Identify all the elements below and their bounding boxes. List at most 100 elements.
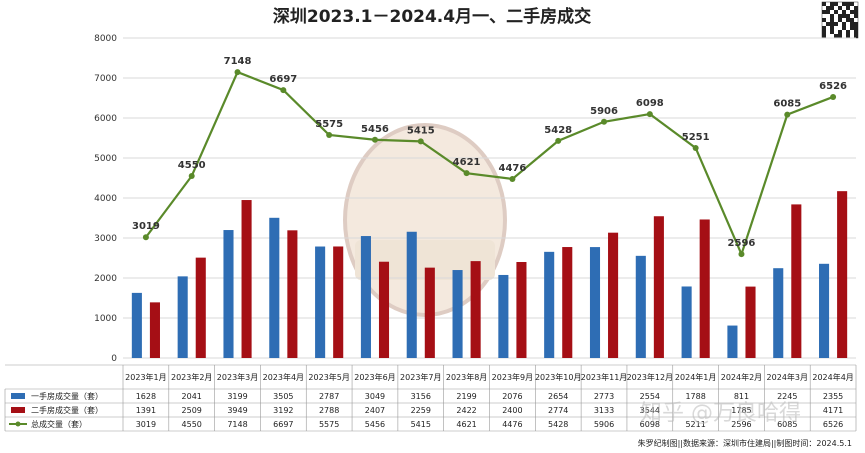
table-cell: 6085 (777, 420, 797, 429)
y-tick-label: 6000 (94, 114, 117, 124)
bar-resale (608, 232, 619, 358)
bar-new-home (269, 217, 280, 358)
table-cell: 2554 (640, 392, 660, 401)
x-tick-label: 2024年3月 (767, 372, 808, 382)
table-cell: 6098 (640, 420, 660, 429)
qr-cell (842, 2, 846, 6)
legend-label: 二手房成交量（套） (31, 405, 103, 415)
table-cell: 6697 (273, 420, 293, 429)
table-cell: 1628 (136, 392, 156, 401)
qr-cell (842, 14, 846, 18)
total-data-label: 6098 (636, 98, 664, 109)
total-data-label: 5428 (544, 125, 572, 136)
x-tick-label: 2023年1月 (125, 372, 166, 382)
x-tick-label: 2023年2月 (171, 372, 212, 382)
total-point (234, 69, 241, 76)
total-point (280, 87, 287, 94)
table-cell: 5906 (594, 420, 614, 429)
total-line-path (145, 70, 834, 258)
bar-new-home (131, 292, 142, 358)
qr-cell (854, 6, 858, 10)
qr-cell (842, 26, 846, 30)
table-cell: 3544 (640, 406, 660, 415)
table-cell: 2787 (319, 392, 339, 401)
y-tick-label: 8000 (94, 34, 117, 44)
total-data-label: 6697 (269, 74, 297, 85)
qr-cell (846, 30, 850, 34)
table-cell: 3192 (273, 406, 293, 415)
qr-cell (838, 30, 842, 34)
bar-resale (424, 267, 435, 358)
total-data-label: 3019 (132, 221, 160, 232)
table-cell: 2400 (502, 406, 522, 415)
bar-new-home (544, 251, 555, 358)
bar-resale (699, 219, 710, 358)
y-tick-label: 7000 (94, 74, 117, 84)
series-total-line (142, 69, 837, 258)
table-cell: 2774 (548, 406, 568, 415)
total-point (738, 251, 745, 258)
total-point (326, 132, 333, 138)
bar-new-home (223, 230, 234, 358)
x-tick-label: 2024年2月 (721, 372, 762, 382)
qr-cell (838, 14, 842, 18)
qr-cell (822, 2, 826, 6)
total-point (784, 111, 791, 118)
table-cell: 2245 (777, 392, 797, 401)
qr-cell (846, 34, 850, 38)
x-tick-label: 2024年1月 (675, 372, 716, 382)
qr-cell (850, 18, 854, 22)
qr-cell (854, 30, 858, 34)
legend-label: 总成交量（套） (31, 419, 87, 429)
x-tick-label: 2023年6月 (354, 372, 395, 382)
bar-new-home (406, 231, 417, 358)
bar-new-home (727, 325, 738, 358)
table-cell: 2199 (456, 392, 476, 401)
qr-cell (834, 2, 838, 6)
total-point (646, 111, 653, 118)
bar-new-home (177, 276, 188, 358)
bar-resale (378, 261, 390, 358)
table-cell: 4171 (823, 406, 843, 415)
table-cell: 2355 (823, 392, 843, 401)
chart-title: 深圳2023.1－2024.4月一、二手房成交 (273, 6, 591, 27)
table-cell: 2422 (456, 406, 476, 415)
x-tick-label: 2023年9月 (492, 372, 533, 382)
series-new-home-bars (131, 217, 830, 358)
total-point (555, 137, 562, 144)
qr-cell (846, 6, 850, 10)
table-cell: 2076 (502, 392, 522, 401)
y-tick-label: 0 (111, 354, 117, 364)
x-tick-label: 2023年11月 (581, 372, 628, 382)
bar-new-home (360, 236, 371, 358)
qr-cell (846, 18, 850, 22)
bar-new-home (315, 246, 326, 358)
total-data-label: 5456 (361, 124, 389, 135)
bar-new-home (452, 270, 463, 358)
qr-cell (854, 22, 858, 26)
bar-new-home (681, 286, 692, 358)
total-data-label: 6085 (773, 99, 801, 110)
x-tick-label: 2023年3月 (217, 372, 258, 382)
table-cell: 2041 (182, 392, 202, 401)
total-data-label: 4621 (453, 157, 481, 168)
total-point (188, 173, 195, 179)
table-cell: 2654 (548, 392, 568, 401)
series-resale-bars (149, 191, 848, 358)
table-cell: 5415 (411, 420, 431, 429)
total-point (601, 118, 608, 125)
bar-resale (562, 247, 573, 358)
total-point (417, 138, 424, 145)
x-tick-label: 2023年4月 (263, 372, 304, 382)
table-cell: 3505 (273, 392, 293, 401)
table-cell: 4550 (182, 420, 202, 429)
table-cell: 2509 (182, 406, 202, 415)
table-cell: 2259 (411, 406, 431, 415)
x-tick-label: 2023年10月 (535, 372, 582, 382)
qr-cell (838, 6, 842, 10)
qr-cell (850, 22, 854, 26)
qr-cell (830, 18, 834, 22)
table-cell: 811 (734, 392, 749, 401)
total-point (692, 144, 699, 151)
